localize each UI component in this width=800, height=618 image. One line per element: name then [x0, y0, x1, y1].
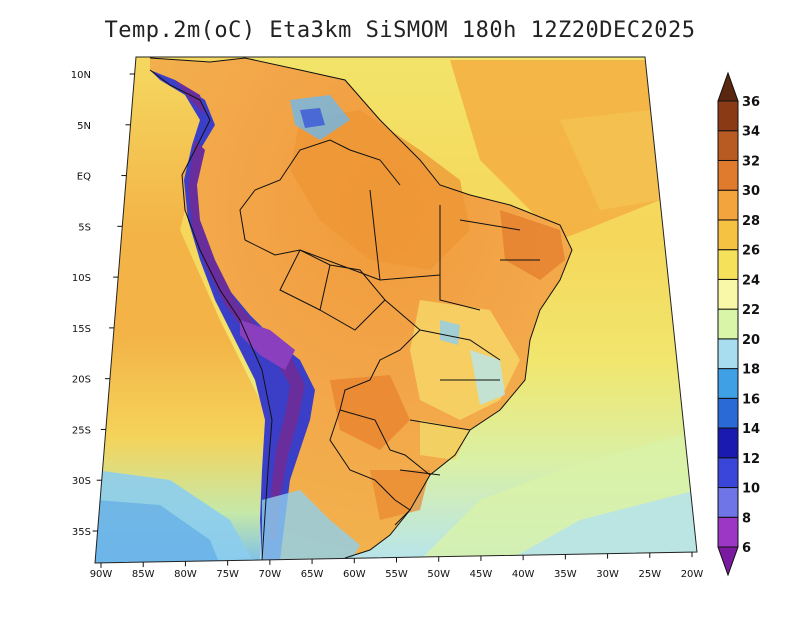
colorbar-label: 32: [742, 154, 760, 169]
colorbar-label: 30: [742, 184, 760, 199]
coastline: [149, 57, 573, 561]
state-lines: [279, 189, 540, 476]
lat-tick-label: 10S: [72, 273, 91, 284]
colorbar-swatch: [717, 457, 739, 489]
lon-tick-label: 90W: [90, 569, 113, 580]
colorbar-swatch: [717, 249, 739, 280]
lon-tick-label: 85W: [132, 569, 155, 580]
lon-tick-label: 75W: [216, 569, 239, 580]
map-data-layer: [95, 57, 697, 563]
colorbar-swatch: [717, 100, 739, 132]
colorbar-swatch: [717, 427, 739, 459]
colorbar-swatch: [717, 159, 739, 191]
lat-tick-label: 25S: [72, 425, 91, 436]
brazil-border: [244, 239, 431, 476]
map-title: Temp.2m(oC) Eta3km SiSMOM 180h 12Z20DEC2…: [104, 18, 696, 43]
colorbar-low-triangle: [717, 546, 739, 577]
pacific-ocean: [95, 57, 270, 563]
colorbar-label: 18: [742, 363, 760, 378]
colorbar-label: 8: [742, 511, 751, 526]
lon-tick-label: 30W: [596, 569, 619, 580]
colorbar-label: 26: [742, 244, 760, 259]
lon-tick-label: 45W: [470, 569, 493, 580]
colorbar-swatch: [717, 368, 739, 399]
lon-tick-label: 55W: [385, 569, 408, 580]
lon-tick-label: 60W: [343, 569, 366, 580]
lon-tick-label: 20W: [681, 569, 704, 580]
colorbar-swatch: [717, 338, 739, 370]
colorbar-swatch: [717, 189, 739, 221]
uruguay-border: [394, 499, 411, 526]
axis-ticks: 10N 5N EQ 5S 10S 15S 20S 25S 30S 35S 90W 85W 80W 75W 7…: [71, 70, 704, 580]
lon-tick-label: 35W: [554, 569, 577, 580]
southern-border: [329, 409, 396, 501]
colorbar-swatch: [717, 516, 739, 548]
lat-tick-label: 20S: [72, 375, 91, 386]
colorbar-label: 14: [742, 422, 760, 437]
borders-layer: [149, 57, 573, 561]
colorbar-label: 6: [742, 541, 751, 556]
colorbar-label: 10: [742, 482, 760, 497]
lon-tick-label: 40W: [512, 569, 535, 580]
lon-tick-label: 70W: [259, 569, 282, 580]
colorbar-swatch: [717, 308, 739, 340]
lon-tick-label: 50W: [427, 569, 450, 580]
colorbar-label: 22: [742, 303, 760, 318]
colorbar-label: 28: [742, 214, 760, 229]
lat-tick-label: 10N: [71, 70, 91, 81]
lat-tick-label: EQ: [77, 172, 91, 183]
colorbar-label: 34: [742, 125, 760, 140]
lat-tick-label: 5S: [78, 222, 91, 233]
lat-tick-label: 35S: [72, 527, 91, 538]
colorbar-high-triangle: [717, 71, 739, 102]
colorbar-swatch: [717, 219, 739, 251]
colorbar-swatch: [717, 130, 739, 161]
lat-tick-label: 30S: [72, 476, 91, 487]
lon-tick-label: 80W: [174, 569, 197, 580]
colorbar-swatch: [717, 278, 739, 310]
colorbar-label: 24: [742, 273, 760, 288]
colorbar-label: 12: [742, 452, 760, 467]
lon-tick-label: 25W: [638, 569, 661, 580]
lon-tick-label: 65W: [301, 569, 324, 580]
colorbar: 6 8 10 12 14 16 18 20 22 24 26 28 30 32 34 36: [717, 71, 760, 577]
lat-tick-label: 15S: [72, 324, 91, 335]
north-border: [239, 139, 401, 241]
colorbar-swatch: [717, 487, 739, 518]
colorbar-label: 16: [742, 392, 760, 407]
colorbar-label: 36: [742, 95, 760, 110]
lat-tick-label: 5N: [77, 121, 91, 132]
colorbar-label: 20: [742, 333, 760, 348]
colorbar-swatch: [717, 397, 739, 429]
